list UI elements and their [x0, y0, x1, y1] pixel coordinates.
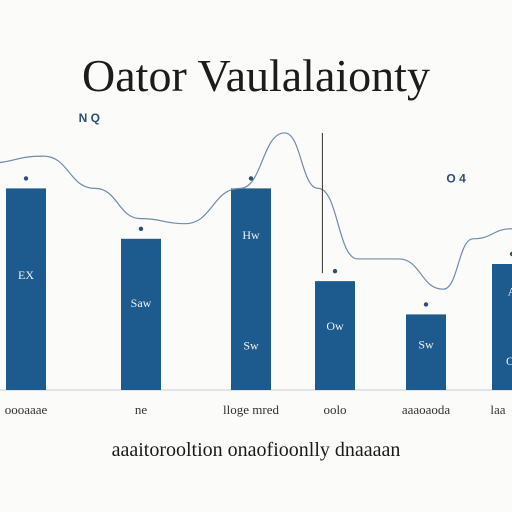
x-tick-label: oolo — [323, 402, 346, 417]
x-tick-label: lloge mred — [223, 402, 279, 417]
x-tick-label: ne — [135, 402, 148, 417]
bar — [121, 238, 161, 390]
line-series — [0, 132, 512, 290]
bar — [231, 188, 271, 390]
data-label: Hw — [242, 228, 260, 242]
chart-title: Oator Vaulalaionty — [82, 50, 430, 101]
bar — [406, 314, 446, 390]
data-label: Sw — [418, 337, 434, 351]
x-tick-label: aaaoaoda — [402, 402, 451, 417]
bar — [315, 281, 355, 390]
chart-caption: aaaitorooltion onaofioonlly dnaaaan — [111, 439, 401, 461]
data-label: Ol — [506, 354, 512, 368]
annotation-label: O 4 — [446, 171, 466, 185]
bar — [492, 264, 512, 390]
line-point — [332, 268, 338, 274]
line-point — [423, 302, 429, 307]
line-point — [23, 176, 29, 181]
data-label: Ow — [326, 319, 344, 333]
annotation-label: N Q — [79, 111, 100, 125]
data-label: A — [508, 285, 512, 299]
bar — [6, 188, 46, 390]
line-point — [509, 251, 512, 257]
data-label: Sw — [243, 339, 259, 353]
data-label: Saw — [131, 296, 152, 310]
data-label: EX — [18, 268, 34, 282]
x-tick-label: laa — [490, 402, 505, 417]
x-tick-label: oooaaae — [5, 402, 48, 417]
line-point — [248, 176, 254, 181]
line-point — [138, 226, 144, 231]
